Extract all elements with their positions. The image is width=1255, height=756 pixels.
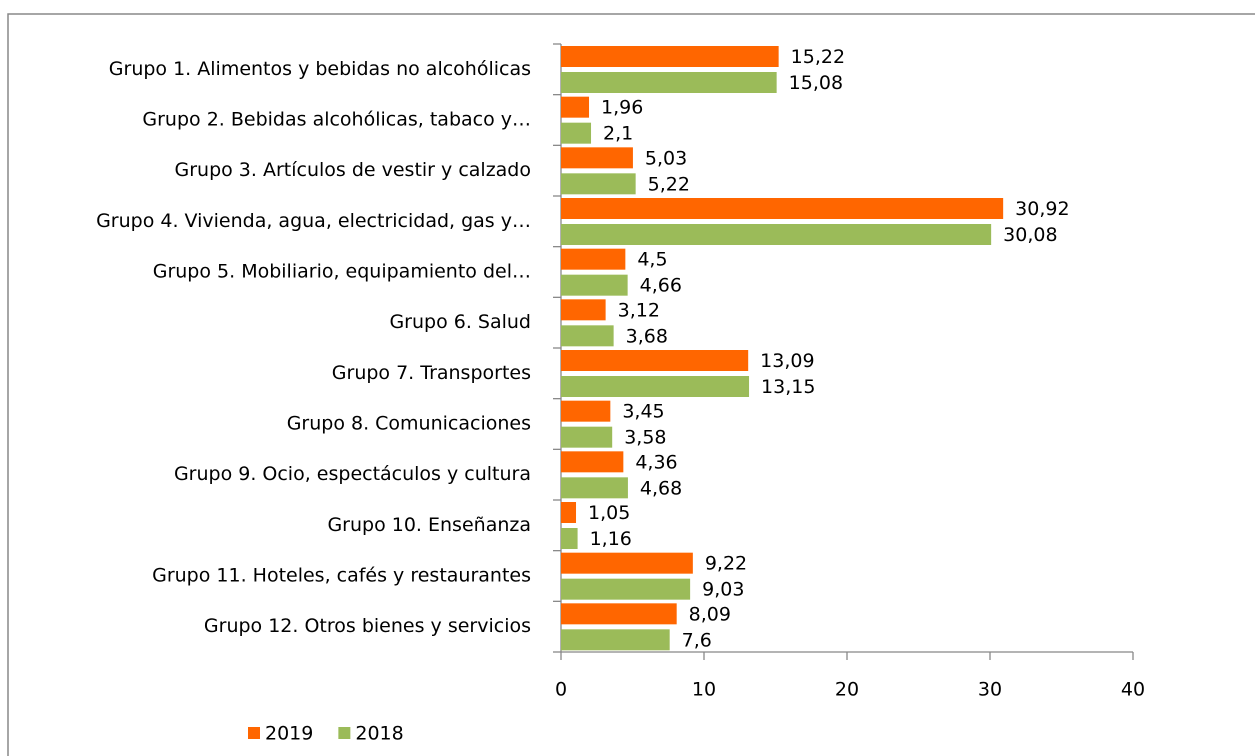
legend-label: 2018	[355, 723, 403, 745]
category-label: Grupo 3. Artículos de vestir y calzado	[175, 159, 532, 181]
bar	[561, 451, 624, 473]
category-label: Grupo 9. Ocio, espectáculos y cultura	[174, 463, 531, 485]
bar	[561, 198, 1004, 219]
category-label: Grupo 4. Vivienda, agua, electricidad, g…	[96, 210, 531, 232]
value-label: 1,16	[590, 528, 632, 550]
bar	[561, 578, 691, 600]
value-label: 15,22	[791, 46, 845, 68]
value-label: 4,36	[635, 451, 677, 473]
bar	[561, 274, 628, 296]
bar	[561, 400, 611, 422]
category-label: Grupo 2. Bebidas alcohólicas, tabaco y…	[142, 109, 531, 131]
bar	[561, 325, 614, 347]
bar	[561, 603, 677, 625]
legend-swatch	[248, 727, 260, 739]
bar	[561, 122, 592, 144]
bar	[561, 528, 578, 549]
bar	[561, 173, 636, 195]
bar	[561, 299, 606, 321]
value-label: 8,09	[689, 603, 731, 625]
x-tick-label: 20	[835, 679, 859, 701]
value-label: 7,6	[682, 629, 712, 651]
bar	[561, 376, 750, 397]
bar	[561, 502, 577, 523]
value-label: 4,66	[640, 275, 682, 297]
bar	[561, 96, 590, 118]
value-label: 2,1	[603, 123, 633, 145]
category-label: Grupo 6. Salud	[389, 311, 531, 333]
legend-swatch	[338, 727, 351, 739]
bar	[561, 350, 749, 371]
value-label: 4,68	[640, 477, 682, 499]
bar	[561, 72, 777, 93]
category-label: Grupo 11. Hoteles, cafés y restaurantes	[152, 565, 531, 587]
legend-label: 2019	[265, 723, 313, 745]
category-label: Grupo 1. Alimentos y bebidas no alcohóli…	[109, 58, 531, 80]
x-tick-label: 40	[1121, 679, 1145, 701]
category-label: Grupo 8. Comunicaciones	[287, 413, 531, 435]
value-label: 13,09	[760, 350, 814, 372]
value-label: 30,92	[1015, 198, 1069, 220]
value-label: 5,03	[645, 147, 687, 169]
value-label: 1,96	[601, 97, 643, 119]
value-label: 13,15	[761, 376, 815, 398]
value-label: 15,08	[789, 72, 843, 94]
value-label: 9,22	[705, 553, 747, 575]
bar	[561, 248, 626, 270]
bar	[561, 629, 670, 651]
value-label: 5,22	[648, 173, 690, 195]
x-tick-label: 30	[978, 679, 1002, 701]
bar	[561, 477, 628, 499]
category-label: Grupo 7. Transportes	[332, 362, 531, 384]
value-label: 3,12	[618, 299, 660, 321]
value-label: 1,05	[588, 502, 630, 524]
bar	[561, 426, 613, 448]
bar	[561, 224, 992, 245]
bar	[561, 552, 693, 574]
bar	[561, 147, 633, 169]
value-label: 3,45	[622, 401, 664, 423]
category-label: Grupo 10. Enseñanza	[327, 514, 531, 536]
value-label: 4,5	[637, 249, 667, 271]
value-label: 3,68	[626, 325, 668, 347]
category-label: Grupo 12. Otros bienes y servicios	[204, 615, 531, 637]
bar	[561, 46, 779, 67]
category-label: Grupo 5. Mobiliario, equipamiento del…	[153, 261, 531, 283]
x-tick-label: 10	[692, 679, 716, 701]
value-label: 30,08	[1003, 224, 1057, 246]
value-label: 9,03	[702, 579, 744, 601]
x-tick-label: 0	[555, 679, 567, 701]
value-label: 3,58	[624, 427, 666, 449]
